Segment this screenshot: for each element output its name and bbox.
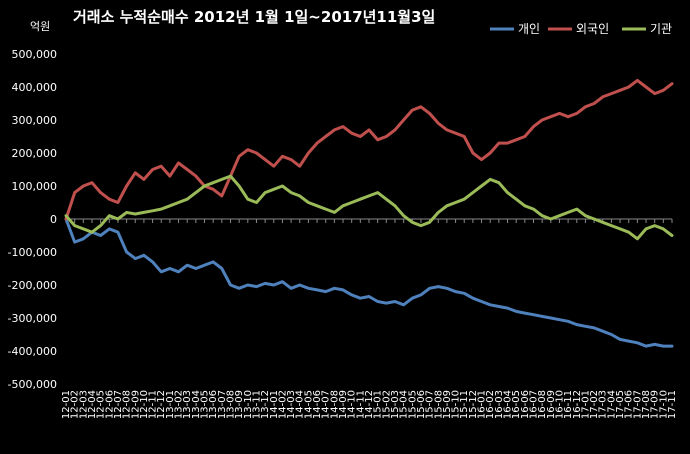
- x-tick-label: 12-01: [61, 390, 72, 419]
- x-tick-label: 16-08: [537, 390, 548, 419]
- x-tick-label: 13-09: [234, 390, 245, 419]
- x-tick-label: 16-02: [485, 390, 496, 419]
- x-tick-label: 12-10: [139, 390, 150, 419]
- x-tick-label: 16-04: [503, 390, 514, 419]
- y-tick-label: 500,000: [12, 48, 58, 61]
- x-tick-label: 12-04: [87, 390, 98, 419]
- x-tick-label: 15-09: [442, 390, 453, 419]
- series-line: [64, 217, 674, 348]
- x-tick-label: 14-07: [321, 390, 332, 419]
- y-tick-label: 0: [50, 213, 57, 226]
- x-tick-label: 16-09: [546, 390, 557, 419]
- x-tick-label: 15-05: [407, 390, 418, 419]
- x-tick-label: 14-08: [329, 390, 340, 419]
- series-line: [64, 174, 674, 241]
- x-tick-label: 17-01: [580, 390, 591, 419]
- x-tick-label: 17-03: [598, 390, 609, 419]
- x-tick-label: 15-04: [399, 390, 410, 419]
- chart-title: 거래소 누적순매수 2012년 1월 1일~2017년11월3일: [73, 8, 435, 26]
- x-tick-label: 16-06: [520, 390, 531, 419]
- x-tick-label: 16-12: [572, 390, 583, 419]
- x-tick-label: 15-07: [425, 390, 436, 419]
- x-tick-label: 13-11: [251, 390, 262, 419]
- x-tick-label: 14-03: [286, 390, 297, 419]
- y-tick-label: -400,000: [8, 345, 57, 358]
- x-tick-label: 13-12: [260, 390, 271, 419]
- y-tick-label: -200,000: [8, 279, 57, 292]
- x-tick-label: 15-11: [459, 390, 470, 419]
- x-tick-label: 14-06: [312, 390, 323, 419]
- legend: 개인 외국인 기관: [490, 22, 672, 36]
- x-tick-label: 16-05: [511, 390, 522, 419]
- x-tick-label: 12-12: [156, 390, 167, 419]
- series-line: [64, 78, 674, 221]
- x-tick-label: 16-03: [494, 390, 505, 419]
- x-tick-label: 12-05: [96, 390, 107, 419]
- x-tick-label: 14-05: [303, 390, 314, 419]
- x-tick-label: 15-06: [416, 390, 427, 419]
- x-tick-label: 12-08: [122, 390, 133, 419]
- x-tick-label: 16-01: [477, 390, 488, 419]
- x-tick-label: 13-04: [191, 390, 202, 419]
- y-tick-label: 400,000: [12, 81, 58, 94]
- y-axis-unit-label: 억원: [30, 20, 50, 33]
- x-tick-label: 14-01: [269, 390, 280, 419]
- x-tick-label: 12-07: [113, 390, 124, 419]
- x-tick-label: 16-10: [554, 390, 565, 419]
- legend-label: 외국인: [576, 22, 609, 36]
- x-tick-label: 14-12: [364, 390, 375, 419]
- x-tick-label: 17-10: [658, 390, 669, 419]
- series-lines: [64, 78, 674, 348]
- x-tick-label: 15-02: [381, 390, 392, 419]
- x-tick-label: 13-08: [225, 390, 236, 419]
- legend-label: 기관: [650, 22, 672, 36]
- x-tick-label: 12-03: [78, 390, 89, 419]
- x-tick-label: 14-04: [295, 390, 306, 419]
- x-tick-label: 13-05: [200, 390, 211, 419]
- x-tick-label: 17-02: [589, 390, 600, 419]
- x-tick-label: 17-07: [632, 390, 643, 419]
- x-tick-label: 14-09: [338, 390, 349, 419]
- legend-label: 개인: [518, 22, 540, 36]
- y-axis-tick-labels: 500,000 400,000 300,000 200,000 100,000 0 -100…: [8, 48, 57, 391]
- x-tick-label: 14-02: [277, 390, 288, 419]
- x-tick-label: 15-01: [373, 390, 384, 419]
- y-tick-label: -100,000: [8, 246, 57, 259]
- x-tick-label: 17-08: [641, 390, 652, 419]
- y-tick-label: 200,000: [12, 147, 58, 160]
- x-tick-label: 17-11: [667, 390, 678, 419]
- y-tick-label: -500,000: [8, 378, 57, 391]
- x-tick-label: 13-10: [243, 390, 254, 419]
- x-axis-tick-labels: 12-0112-0212-0312-0412-0512-0612-0712-08…: [61, 390, 678, 419]
- x-tick-label: 12-02: [70, 390, 81, 419]
- x-tick-label: 16-07: [528, 390, 539, 419]
- axes: [65, 218, 673, 223]
- x-tick-label: 15-10: [451, 390, 462, 419]
- x-tick-label: 13-02: [174, 390, 185, 419]
- x-tick-label: 17-09: [650, 390, 661, 419]
- x-tick-label: 14-10: [347, 390, 358, 419]
- x-tick-label: 17-04: [606, 390, 617, 419]
- x-tick-label: 15-03: [390, 390, 401, 419]
- x-tick-label: 12-09: [130, 390, 141, 419]
- x-tick-label: 13-01: [165, 390, 176, 419]
- x-tick-label: 17-06: [624, 390, 635, 419]
- y-tick-label: 300,000: [12, 114, 58, 127]
- x-tick-label: 15-12: [468, 390, 479, 419]
- x-tick-label: 13-06: [208, 390, 219, 419]
- x-tick-label: 12-11: [148, 390, 159, 419]
- x-tick-label: 17-05: [615, 390, 626, 419]
- x-tick-label: 14-11: [355, 390, 366, 419]
- x-tick-label: 13-07: [217, 390, 228, 419]
- x-tick-label: 15-08: [433, 390, 444, 419]
- x-tick-label: 16-11: [563, 390, 574, 419]
- x-tick-label: 12-06: [104, 390, 115, 419]
- x-tick-label: 13-03: [182, 390, 193, 419]
- y-tick-label: 100,000: [12, 180, 58, 193]
- y-tick-label: -300,000: [8, 312, 57, 325]
